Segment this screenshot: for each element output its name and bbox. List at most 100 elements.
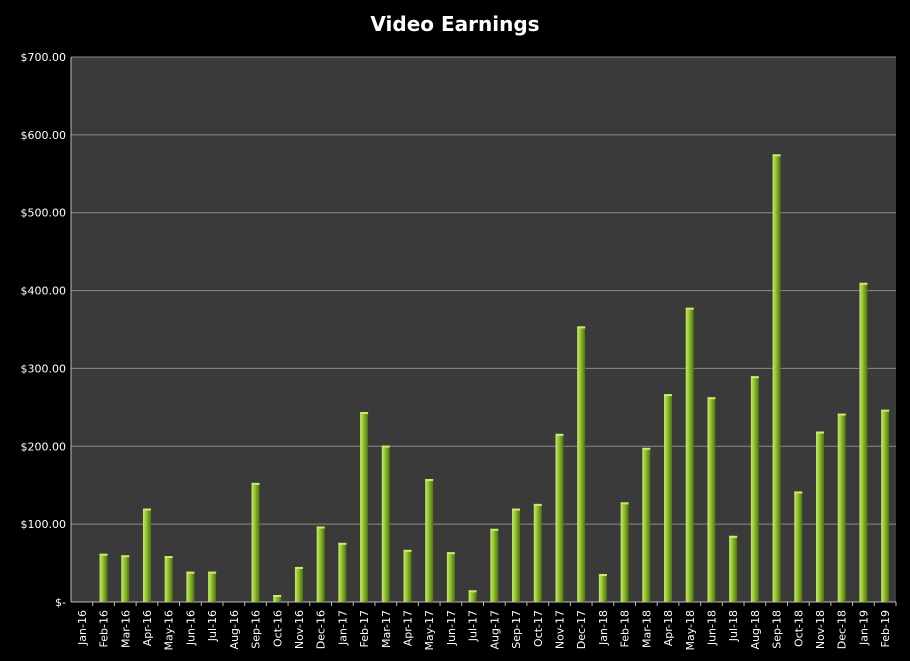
bar xyxy=(338,542,347,602)
bar xyxy=(577,326,586,602)
bar-cap xyxy=(99,553,108,556)
bar-body xyxy=(381,445,390,602)
bar-body xyxy=(360,412,369,602)
bar-body xyxy=(338,542,347,602)
bar xyxy=(859,282,868,602)
bar-cap xyxy=(338,542,347,545)
y-tick-label: $400.00 xyxy=(21,285,67,298)
bar-body xyxy=(99,553,108,602)
bar-cap xyxy=(664,394,673,397)
bar-body xyxy=(490,528,499,602)
bar-body xyxy=(598,573,607,602)
bar-cap xyxy=(707,397,716,400)
y-tick-label: $700.00 xyxy=(21,51,67,64)
bar-body xyxy=(707,397,716,602)
bar-cap xyxy=(512,508,521,511)
bar xyxy=(512,508,521,602)
bar xyxy=(142,508,151,602)
x-tick-label: Apr-16 xyxy=(141,610,154,646)
bar xyxy=(555,433,564,602)
x-tick-label: Sep-16 xyxy=(250,610,263,649)
bar-body xyxy=(555,433,564,602)
bar xyxy=(251,482,260,602)
bar-cap xyxy=(577,326,586,329)
x-tick-label: Jan-17 xyxy=(336,610,349,646)
bar-cap xyxy=(403,549,412,552)
bar-body xyxy=(294,566,303,602)
y-tick-label: $- xyxy=(55,596,66,609)
y-tick-label: $300.00 xyxy=(21,362,67,375)
bar-body xyxy=(794,491,803,602)
x-tick-label: Nov-18 xyxy=(814,610,827,649)
bar-cap xyxy=(294,566,303,569)
bar-body xyxy=(881,409,890,602)
bar-body xyxy=(446,552,455,602)
bar-body xyxy=(577,326,586,602)
bar-body xyxy=(664,394,673,602)
x-tick-label: Mar-18 xyxy=(640,610,653,648)
x-tick-label: Jan-19 xyxy=(857,610,870,646)
bar-body xyxy=(121,555,130,602)
bar-body xyxy=(208,571,217,602)
x-tick-label: Sep-18 xyxy=(771,610,784,649)
x-tick-label: Apr-18 xyxy=(662,610,675,646)
x-tick-label: Jul-18 xyxy=(727,610,740,642)
bar xyxy=(446,552,455,602)
bar xyxy=(837,413,846,602)
bar-cap xyxy=(837,413,846,416)
bar-cap xyxy=(816,431,825,434)
y-tick-label: $600.00 xyxy=(21,129,67,142)
x-tick-label: Feb-17 xyxy=(358,610,371,647)
x-tick-label: Jun-17 xyxy=(445,610,458,646)
bar xyxy=(273,594,282,602)
bar-cap xyxy=(381,445,390,448)
bar xyxy=(642,447,651,602)
x-tick-label: Oct-16 xyxy=(271,610,284,647)
x-tick-label: Mar-17 xyxy=(380,610,393,648)
plot-area xyxy=(71,57,896,602)
bar xyxy=(208,571,217,602)
x-tick-label: Jul-17 xyxy=(467,610,480,642)
x-tick-label: Jun-16 xyxy=(184,610,197,646)
bar xyxy=(381,445,390,602)
bar-body xyxy=(512,508,521,602)
bar-cap xyxy=(251,482,260,485)
x-tick-label: Nov-16 xyxy=(293,610,306,649)
bar xyxy=(707,397,716,602)
x-tick-label: Dec-16 xyxy=(315,610,328,649)
bar-body xyxy=(251,482,260,602)
y-tick-label: $200.00 xyxy=(21,440,67,453)
bar-body xyxy=(685,307,694,602)
bar xyxy=(685,307,694,602)
bar xyxy=(99,553,108,602)
x-tick-label: Oct-17 xyxy=(532,610,545,647)
x-tick-label: Aug-17 xyxy=(488,610,501,649)
bar-body xyxy=(425,478,434,602)
bar-body xyxy=(186,571,195,602)
x-tick-label: May-17 xyxy=(423,610,436,651)
x-tick-label: Mar-16 xyxy=(119,610,132,648)
chart-title: Video Earnings xyxy=(370,12,540,36)
x-tick-label: Nov-17 xyxy=(553,610,566,649)
bar xyxy=(620,502,629,602)
bar-cap xyxy=(555,433,564,436)
x-tick-label: Sep-17 xyxy=(510,610,523,649)
x-tick-label: May-18 xyxy=(684,610,697,651)
x-tick-label: Apr-17 xyxy=(402,610,415,646)
bar xyxy=(425,478,434,602)
bar-body xyxy=(142,508,151,602)
bar-cap xyxy=(360,412,369,415)
y-tick-label: $500.00 xyxy=(21,207,67,220)
x-tick-label: Feb-16 xyxy=(98,610,111,647)
x-tick-label: Aug-16 xyxy=(228,610,241,649)
x-tick-label: Feb-19 xyxy=(879,610,892,647)
bar-cap xyxy=(446,552,455,555)
bar-cap xyxy=(620,502,629,505)
bar-body xyxy=(816,431,825,602)
bar xyxy=(360,412,369,602)
x-tick-label: Oct-18 xyxy=(792,610,805,647)
bar xyxy=(186,571,195,602)
bar-body xyxy=(164,556,173,602)
